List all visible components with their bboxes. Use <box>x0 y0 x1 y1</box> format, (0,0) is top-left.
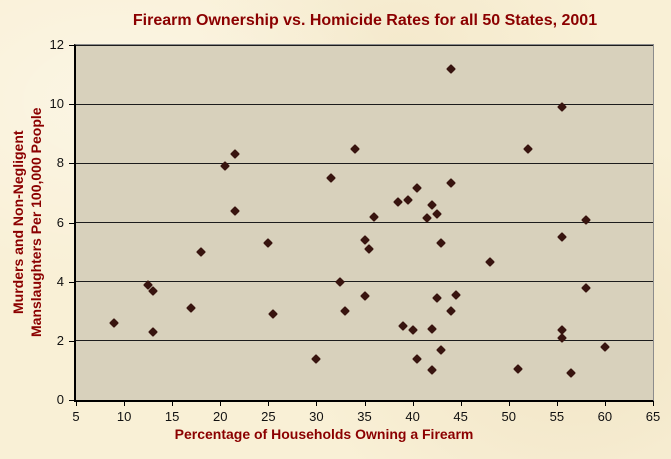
data-point <box>566 368 577 379</box>
data-point <box>446 63 456 74</box>
x-tick-mark <box>653 401 654 406</box>
y-tick-label: 10 <box>49 96 64 112</box>
data-point <box>359 291 370 302</box>
data-point <box>349 143 360 154</box>
x-tick-mark <box>412 401 414 406</box>
data-point <box>335 276 346 287</box>
x-tick-mark <box>556 401 558 406</box>
y-tick-label: 6 <box>56 214 64 230</box>
data-point <box>484 257 495 268</box>
y-tick-label: 12 <box>49 37 64 52</box>
data-point <box>426 365 437 376</box>
y-tick-mark <box>69 400 74 401</box>
y-tick-mark <box>69 163 74 165</box>
gridline-y-6 <box>76 222 653 223</box>
plot-area <box>74 44 654 402</box>
data-point <box>364 244 375 255</box>
x-tick-mark <box>508 401 510 406</box>
data-point <box>186 303 197 314</box>
x-tick-label: 25 <box>261 409 276 424</box>
x-tick-mark <box>604 401 606 406</box>
data-point <box>556 332 567 343</box>
gridline-y-8 <box>76 162 653 164</box>
data-point <box>147 327 158 337</box>
x-tick-mark <box>76 401 77 406</box>
data-point <box>311 353 322 364</box>
data-point <box>580 282 591 293</box>
y-tick-mark <box>69 281 74 283</box>
data-point <box>263 238 274 249</box>
y-tick-label: 8 <box>56 155 64 171</box>
data-point <box>599 341 610 352</box>
data-point <box>436 238 447 249</box>
data-point <box>369 211 380 222</box>
y-tick-mark <box>69 222 74 224</box>
x-tick-mark <box>124 401 126 406</box>
x-tick-label: 10 <box>116 409 132 424</box>
chart-title: Firearm Ownership vs. Homicide Rates for… <box>132 12 598 29</box>
y-tick-label: 4 <box>56 273 64 289</box>
x-tick-label: 60 <box>597 409 613 424</box>
x-tick-mark <box>172 401 174 406</box>
x-axis-title: Percentage of Households Owning a Firear… <box>174 426 474 442</box>
data-point <box>431 208 442 219</box>
x-tick-label: 20 <box>213 409 228 424</box>
data-point <box>398 321 408 331</box>
data-point <box>407 325 418 336</box>
data-point <box>402 195 413 206</box>
x-tick-label: 30 <box>309 409 324 424</box>
data-point <box>556 232 567 243</box>
data-point <box>268 309 279 320</box>
x-tick-label: 15 <box>164 409 180 424</box>
data-point <box>426 324 437 334</box>
data-point <box>196 247 206 258</box>
data-point <box>431 292 442 303</box>
gridline-y-12 <box>76 44 653 46</box>
data-point <box>446 177 456 188</box>
data-point <box>229 149 240 160</box>
x-tick-label: 40 <box>405 409 420 424</box>
x-tick-mark <box>316 401 318 406</box>
x-tick-label: 50 <box>501 409 516 424</box>
data-point <box>229 205 240 216</box>
y-tick-label: 0 <box>56 392 64 407</box>
x-tick-mark <box>364 401 366 406</box>
y-axis-title-line1: Murders and Non-Negligent <box>9 130 26 315</box>
data-point <box>412 353 423 364</box>
data-point <box>513 363 524 374</box>
x-tick-label: 65 <box>645 409 661 424</box>
data-point <box>340 306 351 317</box>
y-tick-label: 2 <box>56 332 64 348</box>
y-tick-mark <box>69 45 74 46</box>
data-point <box>393 196 404 207</box>
y-tick-mark <box>69 340 74 342</box>
data-point <box>325 173 336 184</box>
data-point <box>523 143 533 154</box>
data-point <box>450 290 461 300</box>
x-tick-mark <box>460 401 462 406</box>
x-tick-label: 45 <box>453 409 468 424</box>
gridline-y-4 <box>76 281 653 283</box>
data-point <box>412 183 423 194</box>
x-tick-mark <box>220 401 222 406</box>
data-point <box>436 344 447 355</box>
gridline-y-10 <box>76 103 653 105</box>
x-tick-label: 35 <box>357 409 372 424</box>
gridline-y-2 <box>76 340 653 342</box>
x-tick-label: 55 <box>549 409 565 424</box>
y-tick-mark <box>69 104 74 106</box>
data-point <box>446 306 456 317</box>
data-point <box>109 318 120 329</box>
x-tick-label: 5 <box>72 409 80 424</box>
x-tick-mark <box>268 401 270 406</box>
data-point <box>426 199 437 210</box>
